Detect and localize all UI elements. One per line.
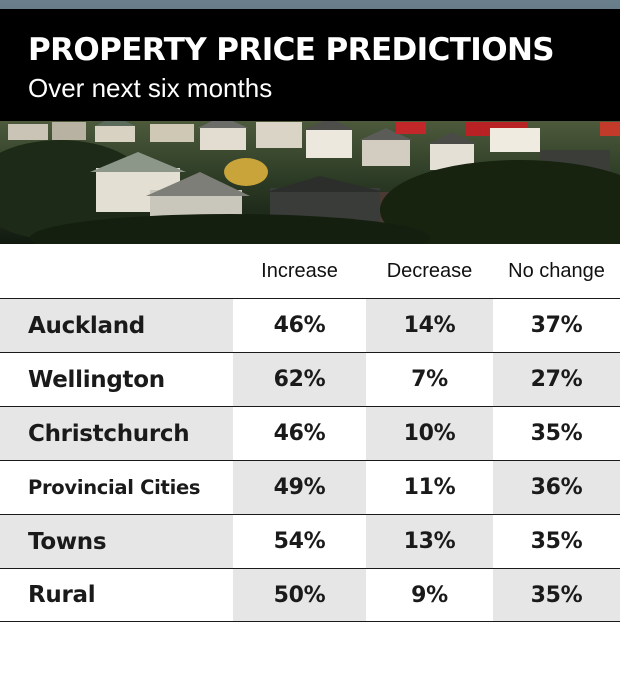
no-change-value: 27% bbox=[493, 353, 620, 406]
increase-value: 50% bbox=[233, 569, 366, 621]
region-label: Rural bbox=[28, 582, 96, 608]
decrease-value: 10% bbox=[366, 407, 493, 460]
increase-value: 46% bbox=[273, 421, 326, 446]
column-header-no-change: No change bbox=[508, 259, 605, 282]
table-row: Christchurch 46% 10% 35% bbox=[0, 406, 620, 460]
no-change-value: 36% bbox=[493, 461, 620, 514]
decrease-value: 9% bbox=[411, 582, 448, 608]
region-label: Auckland bbox=[0, 299, 233, 352]
no-change-value: 35% bbox=[493, 569, 620, 621]
chart-subtitle: Over next six months bbox=[28, 73, 273, 103]
table-row: Towns 54% 13% 35% bbox=[0, 514, 620, 568]
table-row: Provincial Cities 49% 11% 36% bbox=[0, 460, 620, 514]
decrease-value: 13% bbox=[366, 515, 493, 568]
region-label: Christchurch bbox=[0, 407, 233, 460]
table-row: Wellington 62% 7% 27% bbox=[0, 352, 620, 406]
increase-value: 54% bbox=[273, 529, 326, 554]
table-row: Auckland 46% 14% 37% bbox=[0, 298, 620, 352]
predictions-table: Increase Decrease No change Auckland 46%… bbox=[0, 244, 620, 622]
region-label: Wellington bbox=[28, 366, 165, 393]
header-photo: PROPERTY PRICE PREDICTIONS Over next six… bbox=[0, 0, 620, 244]
decrease-value: 7% bbox=[411, 367, 448, 392]
chart-title: PROPERTY PRICE PREDICTIONS bbox=[28, 32, 555, 68]
no-change-value: 37% bbox=[530, 313, 583, 338]
increase-value: 62% bbox=[233, 353, 366, 406]
decrease-value: 11% bbox=[403, 475, 456, 500]
decrease-value: 14% bbox=[366, 299, 493, 352]
column-header-increase: Increase bbox=[261, 259, 338, 282]
region-label: Provincial Cities bbox=[28, 476, 201, 499]
column-header-decrease: Decrease bbox=[386, 259, 473, 282]
title-band: PROPERTY PRICE PREDICTIONS Over next six… bbox=[0, 9, 620, 121]
no-change-value: 35% bbox=[530, 529, 583, 554]
increase-value: 49% bbox=[233, 461, 366, 514]
no-change-value: 35% bbox=[530, 421, 583, 446]
table-header-row: Increase Decrease No change bbox=[0, 244, 620, 298]
increase-value: 46% bbox=[273, 313, 326, 338]
region-label: Towns bbox=[0, 515, 233, 568]
table-row: Rural 50% 9% 35% bbox=[0, 568, 620, 622]
